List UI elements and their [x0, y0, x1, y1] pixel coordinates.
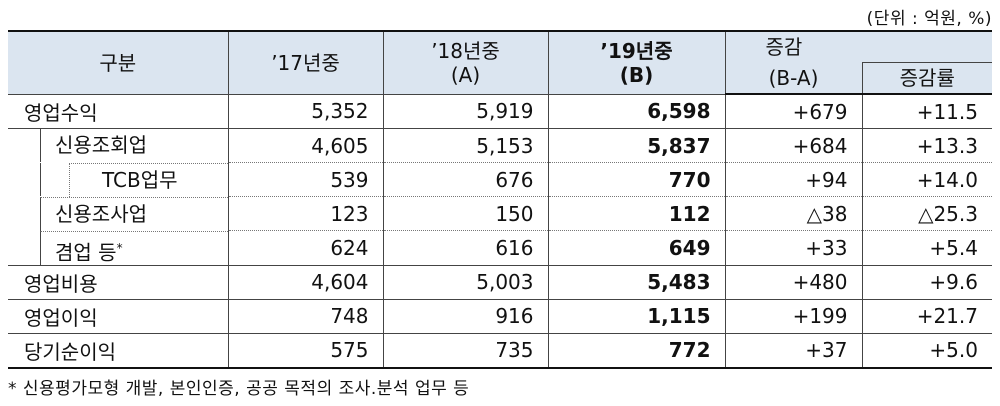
- cell-change: +679: [724, 93, 863, 129]
- header-2017: ’17년중: [227, 30, 384, 94]
- cell-change: +33: [724, 230, 863, 265]
- row-label-cell: 신용조사업: [8, 196, 229, 231]
- cell-rate: +5.0: [861, 332, 992, 369]
- cell-2017: 539: [227, 162, 384, 197]
- row-label-cell: TCB업무: [8, 162, 229, 197]
- header-2018-line1: ’18년중: [431, 38, 500, 63]
- table-row: 겸업 등* 624 616 649 +33 +5.4: [8, 230, 992, 265]
- cell-change: +94: [724, 162, 863, 197]
- cell-2018: 5,003: [382, 264, 549, 299]
- row-label-cell: 겸업 등*: [8, 230, 229, 265]
- cell-rate: +5.4: [861, 230, 992, 265]
- row-label: 당기순이익: [8, 332, 229, 369]
- cell-change: △38: [724, 196, 863, 231]
- header-2019-line1: ’19년중: [600, 38, 673, 63]
- cell-2019: 6,598: [547, 93, 726, 129]
- financial-table: 구분 ’17년중 ’18년중 (A) ’19년중 (B) 증감 (B-A) 증감…: [8, 30, 992, 369]
- cell-rate: +13.3: [861, 128, 992, 163]
- row-label: 영업수익: [8, 93, 229, 129]
- cell-2017: 5,352: [227, 93, 384, 129]
- cell-2017: 624: [227, 230, 384, 265]
- cell-change: +480: [724, 264, 863, 299]
- cell-2019: 112: [547, 196, 726, 231]
- cell-2017: 575: [227, 332, 384, 369]
- header-change-rate: 증감률: [861, 62, 992, 95]
- cell-2019: 772: [547, 332, 726, 369]
- cell-rate: +11.5: [861, 93, 992, 129]
- cell-2017: 4,604: [227, 264, 384, 299]
- row-label: 겸업 등: [55, 240, 117, 265]
- header-change-group: 증감: [724, 30, 992, 63]
- cell-2019: 770: [547, 162, 726, 197]
- cell-2018: 150: [382, 196, 549, 231]
- table-row: 영업이익 748 916 1,115 +199 +21.7: [8, 298, 992, 333]
- footnote: * 신용평가모형 개발, 본인인증, 공공 목적의 조사.분석 업무 등: [8, 379, 470, 399]
- cell-rate: +9.6: [861, 264, 992, 299]
- row-label-wrap: 겸업 등*: [40, 230, 228, 265]
- cell-2018: 5,153: [382, 128, 549, 163]
- cell-rate: △25.3: [861, 196, 992, 231]
- cell-2018: 5,919: [382, 93, 549, 129]
- header-2019: ’19년중 (B): [547, 30, 726, 94]
- header-2018-line2: (A): [450, 62, 481, 87]
- header-category: 구분: [8, 30, 229, 94]
- unit-note: (단위 : 억원, %): [866, 9, 992, 29]
- table-row: 신용조회업 4,605 5,153 5,837 +684 +13.3: [8, 128, 992, 163]
- cell-change: +37: [724, 332, 863, 369]
- footnote-mark: *: [116, 240, 123, 255]
- table-row: 영업비용 4,604 5,003 5,483 +480 +9.6: [8, 264, 992, 299]
- header-2018: ’18년중 (A): [382, 30, 549, 94]
- cell-rate: +21.7: [861, 298, 992, 333]
- cell-change: +199: [724, 298, 863, 333]
- row-label-wrap: TCB업무: [40, 163, 228, 197]
- cell-2018: 916: [382, 298, 549, 333]
- cell-change: +684: [724, 128, 863, 163]
- cell-2019: 649: [547, 230, 726, 265]
- table-row: TCB업무 539 676 770 +94 +14.0: [8, 162, 992, 197]
- cell-2017: 748: [227, 298, 384, 333]
- row-label: TCB업무: [69, 163, 228, 197]
- cell-rate: +14.0: [861, 162, 992, 197]
- cell-2018: 676: [382, 162, 549, 197]
- row-label: 영업비용: [8, 264, 229, 299]
- table-row: 당기순이익 575 735 772 +37 +5.0: [8, 332, 992, 369]
- row-label: 신용조회업: [40, 129, 228, 163]
- row-label: 영업이익: [8, 298, 229, 333]
- cell-2019: 5,483: [547, 264, 726, 299]
- cell-2018: 735: [382, 332, 549, 369]
- table-row: 영업수익 5,352 5,919 6,598 +679 +11.5: [8, 93, 992, 129]
- cell-2018: 616: [382, 230, 549, 265]
- row-label-cell: 신용조회업: [8, 128, 229, 163]
- row-label: 신용조사업: [40, 196, 228, 231]
- cell-2017: 123: [227, 196, 384, 231]
- table-row: 신용조사업 123 150 112 △38 △25.3: [8, 196, 992, 231]
- cell-2017: 4,605: [227, 128, 384, 163]
- cell-2019: 5,837: [547, 128, 726, 163]
- cell-2019: 1,115: [547, 298, 726, 333]
- header-2019-line2: (B): [619, 62, 654, 87]
- header-change: (B-A): [724, 62, 863, 95]
